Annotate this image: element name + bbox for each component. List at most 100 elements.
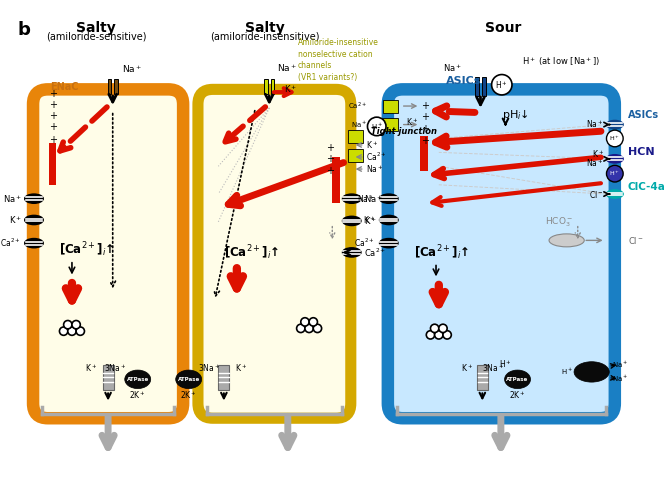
Ellipse shape (125, 370, 151, 389)
Circle shape (367, 117, 386, 136)
Ellipse shape (549, 234, 584, 247)
Ellipse shape (606, 190, 623, 198)
Bar (271, 79, 274, 95)
Text: Ca$^{2+}$: Ca$^{2+}$ (366, 151, 386, 163)
Text: pH$_i$↓: pH$_i$↓ (502, 107, 529, 122)
Circle shape (72, 320, 80, 329)
FancyBboxPatch shape (33, 89, 183, 418)
Text: H$^+$: H$^+$ (610, 134, 620, 143)
Bar (383, 99, 398, 113)
Text: ClC-4a: ClC-4a (627, 182, 664, 192)
Ellipse shape (25, 216, 43, 224)
Ellipse shape (176, 370, 202, 389)
Text: ENaC: ENaC (50, 82, 78, 92)
Text: K$^+$: K$^+$ (234, 363, 246, 374)
Bar (102, 365, 114, 391)
Text: +: + (421, 112, 429, 122)
Text: K$^+$: K$^+$ (86, 363, 98, 374)
Text: +: + (49, 122, 57, 132)
Ellipse shape (574, 362, 610, 382)
Ellipse shape (380, 216, 398, 224)
Text: Sour: Sour (485, 21, 522, 35)
Text: (amiloride-sensitive): (amiloride-sensitive) (46, 31, 146, 41)
Circle shape (606, 165, 623, 182)
Ellipse shape (343, 194, 361, 203)
Text: Na$^+$: Na$^+$ (277, 62, 297, 74)
Ellipse shape (380, 194, 398, 203)
Bar (420, 136, 428, 171)
Ellipse shape (25, 239, 43, 248)
Text: 3Na$^+$: 3Na$^+$ (482, 363, 505, 374)
Text: ASICs: ASICs (627, 110, 659, 121)
Bar (264, 79, 268, 95)
Circle shape (305, 324, 313, 333)
Bar (114, 79, 118, 95)
Text: [Ca$^{2+}$]$_i$↑: [Ca$^{2+}$]$_i$↑ (414, 243, 469, 262)
Text: HCN: HCN (627, 147, 655, 157)
Text: +: + (327, 143, 335, 153)
Text: (amiloride-insensitive): (amiloride-insensitive) (210, 31, 319, 41)
Circle shape (430, 324, 439, 333)
Text: ATPase: ATPase (177, 377, 200, 382)
Text: +: + (421, 124, 429, 134)
Circle shape (313, 324, 321, 333)
Circle shape (439, 324, 447, 333)
Circle shape (60, 327, 68, 335)
Text: Na$^+$: Na$^+$ (612, 374, 628, 385)
Ellipse shape (343, 216, 361, 225)
Text: Na$^+$: Na$^+$ (366, 163, 383, 175)
Ellipse shape (505, 370, 531, 389)
Text: 2K$^+$: 2K$^+$ (129, 389, 146, 401)
Text: [Ca$^{2+}$]$_i$↑: [Ca$^{2+}$]$_i$↑ (59, 240, 114, 259)
Text: K$^+$: K$^+$ (284, 83, 297, 95)
FancyBboxPatch shape (198, 89, 351, 418)
Text: Na$^+$: Na$^+$ (586, 119, 604, 130)
Bar (482, 77, 485, 96)
Text: K$^+$: K$^+$ (366, 139, 378, 151)
Text: +: + (49, 100, 57, 110)
Text: K$^+$: K$^+$ (592, 148, 604, 160)
Bar (348, 130, 363, 143)
Text: 3Na$^+$: 3Na$^+$ (198, 363, 220, 374)
Text: Ca$^{2+}$: Ca$^{2+}$ (349, 100, 367, 112)
Text: H$^+$: H$^+$ (610, 169, 620, 178)
Ellipse shape (25, 194, 43, 203)
Text: K$^+$: K$^+$ (9, 214, 22, 226)
Circle shape (435, 331, 443, 339)
Circle shape (301, 318, 309, 326)
Text: 3Na$^+$: 3Na$^+$ (104, 363, 127, 374)
Circle shape (443, 331, 452, 339)
Circle shape (491, 74, 512, 95)
Bar (477, 365, 488, 391)
Circle shape (76, 327, 84, 335)
FancyBboxPatch shape (388, 89, 615, 418)
Circle shape (68, 327, 76, 335)
Text: K$^+$: K$^+$ (461, 363, 473, 374)
Text: [Ca$^{2+}$]$_i$↑: [Ca$^{2+}$]$_i$↑ (224, 243, 280, 262)
Text: +: + (327, 154, 335, 164)
Text: Ca$^{2+}$: Ca$^{2+}$ (0, 237, 20, 249)
Text: b: b (17, 21, 30, 39)
Text: +: + (49, 89, 57, 99)
Text: Na$^+$: Na$^+$ (3, 193, 22, 204)
Text: Na$^+$: Na$^+$ (443, 62, 462, 74)
Text: Na$^+$: Na$^+$ (122, 64, 142, 75)
Text: Cl$^-$: Cl$^-$ (627, 235, 643, 246)
Circle shape (64, 320, 72, 329)
Text: 2K$^+$: 2K$^+$ (509, 389, 526, 401)
Circle shape (606, 130, 623, 147)
Bar (332, 157, 340, 203)
Text: Na$^+$: Na$^+$ (612, 359, 628, 369)
Text: H$^+$: H$^+$ (371, 121, 382, 132)
Circle shape (297, 324, 305, 333)
Text: K$^+$: K$^+$ (363, 214, 375, 226)
Text: Salty: Salty (76, 21, 116, 35)
Text: H$^+$: H$^+$ (499, 359, 512, 370)
Text: Na$^+$: Na$^+$ (357, 193, 375, 204)
Text: Na$^+$: Na$^+$ (351, 120, 367, 130)
Text: Ca$^{2+}$: Ca$^{2+}$ (355, 237, 375, 249)
Bar (48, 143, 56, 185)
Text: K$^+$: K$^+$ (406, 116, 418, 127)
Text: H$^+$ (at low [Na$^+$]): H$^+$ (at low [Na$^+$]) (522, 55, 600, 68)
Ellipse shape (380, 239, 398, 248)
